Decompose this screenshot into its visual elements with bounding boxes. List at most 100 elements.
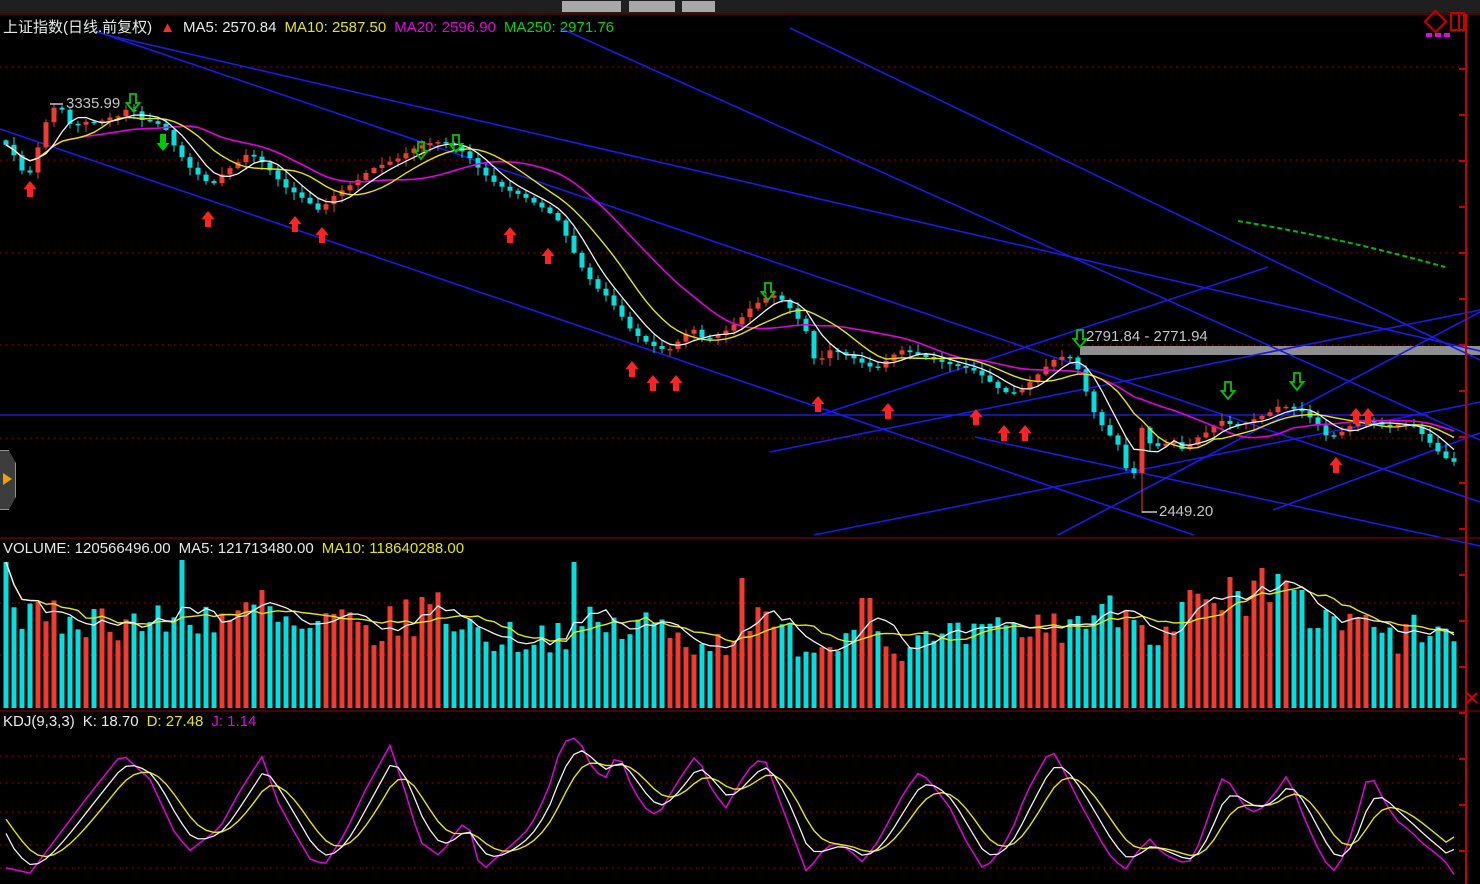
sell-arrow-icon [1071,329,1089,349]
kdj-pane[interactable]: KDJ(9,3,3) K: 18.70 D: 27.48 J: 1.14 [0,711,1480,884]
candle [723,330,729,335]
volume-bar [891,653,897,708]
volume-bar [19,628,25,708]
volume-pane[interactable]: VOLUME: 120566496.00 MA5: 121713480.00 MA1… [0,538,1480,711]
volume-bar [411,636,417,708]
volume-bar [483,641,489,708]
candle [955,364,961,367]
volume-bar [1067,619,1073,708]
candle [611,295,617,306]
candle [427,143,433,146]
candle [19,155,25,171]
magenta-dash-2 [1435,33,1441,37]
candle [899,350,905,355]
candle [667,348,673,351]
candle [1003,387,1009,393]
volume-pane-header: VOLUME: 120566496.00 MA5: 121713480.00 MA1… [3,540,472,557]
candle [307,197,313,204]
low-price-label: 2449.20 [1159,503,1214,520]
volume-bar [235,610,241,708]
candle [75,123,81,126]
candle [179,145,185,158]
price-chart-pane[interactable]: 上证指数(日线.前复权) ▲ MA5: 2570.84 MA10: 2587.50 MA… [0,14,1480,538]
volume-bar [243,602,249,708]
candle [963,366,969,368]
split-window-icon[interactable] [1450,12,1465,31]
volume-bar [1003,625,1009,708]
title-strip-segment [562,1,621,12]
volume-bar [1395,653,1401,708]
volume-bar [379,640,385,708]
kdj-j-line [5,737,1455,875]
buy-arrow-icon [1018,425,1032,441]
candle [1299,408,1305,412]
volume-bar [459,629,465,708]
kdj-j-value: J: 1.14 [211,713,257,730]
volume-bar [1115,627,1121,708]
candle [1443,451,1449,459]
volume-bar [1187,590,1193,708]
buy-arrow-icon [811,396,825,412]
candle [3,140,9,145]
candle [779,295,785,300]
candle [1059,356,1065,360]
volume-bar [571,562,577,708]
volume-bar [595,621,601,708]
volume-bar [699,643,705,708]
sell-arrow-icon [759,282,777,302]
volume-bar [1371,626,1377,708]
volume-bar [1211,603,1217,708]
volume-bar [123,619,129,708]
volume-bar [523,649,529,708]
candle [211,181,217,184]
candle [563,220,569,236]
volume-bar [1171,631,1177,708]
candle [115,116,121,118]
candle [739,317,745,325]
candle [1051,359,1057,367]
candle [227,168,233,175]
volume-bar [531,644,537,708]
volume-bar [787,622,793,708]
candle [1219,420,1225,426]
candle [51,107,57,123]
sell-arrow-icon [447,134,465,154]
buy-arrow-icon [23,181,37,197]
window-title-strip [0,0,1480,13]
candle [1019,389,1025,393]
volume-bar [939,633,945,708]
candle [851,354,857,359]
volume-bar [171,617,177,708]
candle [1339,431,1345,436]
volume-bar [851,629,857,708]
volume-bar [1315,628,1321,708]
volume-bar [659,619,665,708]
volume-bar [51,600,57,708]
volume-bar [1235,591,1241,708]
candle [651,341,657,347]
volume-bar [163,631,169,708]
candle [659,346,665,349]
sidebar-expand-handle[interactable] [0,450,16,510]
volume-bar [827,647,833,708]
volume-bar [603,632,609,708]
close-icon[interactable] [1466,692,1478,704]
candle [43,122,49,148]
symbol-title: 上证指数(日线.前复权) [3,19,153,36]
volume-bar [1259,568,1265,708]
volume-bar [1291,590,1297,708]
candle [1075,357,1081,370]
candle [59,107,65,110]
volume-bar [155,605,161,708]
volume-bar [147,622,153,708]
volume-bar [139,631,145,708]
volume-bar [339,609,345,708]
volume-bar [291,625,297,708]
candle [699,329,705,338]
volume-bar [611,617,617,708]
candle [1027,382,1033,390]
volume-ma10-value: MA10: 118640288.00 [321,540,465,557]
candle [1227,420,1233,425]
volume-bar [1299,590,1305,708]
